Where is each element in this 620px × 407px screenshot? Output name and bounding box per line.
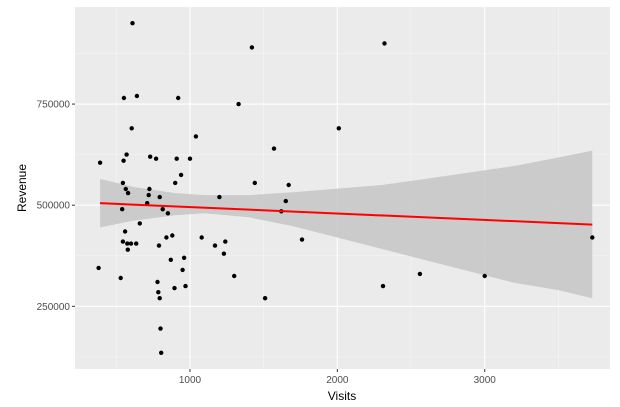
data-point xyxy=(125,247,130,252)
data-point xyxy=(129,126,134,131)
x-axis-title: Visits xyxy=(328,389,356,403)
data-point xyxy=(283,198,288,204)
data-point xyxy=(286,182,291,188)
data-point xyxy=(137,221,142,226)
data-point xyxy=(122,229,128,234)
data-point xyxy=(249,45,255,50)
data-point xyxy=(299,237,305,242)
data-point xyxy=(236,101,241,107)
data-point xyxy=(120,239,126,244)
confidence-band xyxy=(100,150,593,299)
data-point xyxy=(482,273,487,279)
data-point xyxy=(134,93,140,99)
data-point xyxy=(148,154,153,159)
data-point xyxy=(155,279,160,285)
data-point xyxy=(380,283,386,289)
x-tick-label: 3000 xyxy=(474,375,497,386)
data-point xyxy=(118,275,123,281)
data-point xyxy=(193,134,199,139)
data-point xyxy=(156,290,161,295)
data-point xyxy=(130,21,135,26)
data-point xyxy=(97,160,103,165)
x-tick-label: 1000 xyxy=(179,375,202,386)
data-point xyxy=(212,243,218,248)
data-point xyxy=(121,158,126,163)
data-point xyxy=(187,156,193,161)
data-point xyxy=(165,211,171,216)
data-point xyxy=(181,255,187,260)
y-tick-label: 750000 xyxy=(37,100,71,111)
data-point xyxy=(134,241,139,246)
data-point xyxy=(158,326,163,331)
data-point xyxy=(153,156,159,161)
trendline-layer xyxy=(100,202,593,226)
data-point xyxy=(157,296,162,301)
data-point xyxy=(123,186,128,192)
data-point xyxy=(590,235,595,240)
data-point xyxy=(96,265,101,271)
data-point xyxy=(120,180,126,186)
data-point xyxy=(417,271,423,277)
data-point xyxy=(120,207,125,212)
data-point xyxy=(160,207,165,212)
data-point xyxy=(252,180,257,186)
data-point xyxy=(124,152,129,157)
data-point xyxy=(183,283,188,289)
x-axis: 1000 2000 3000 xyxy=(179,369,496,386)
data-point xyxy=(221,251,227,256)
data-point xyxy=(199,235,204,240)
data-point xyxy=(168,257,173,262)
data-point xyxy=(174,156,179,161)
y-axis-title: Revenue xyxy=(15,164,29,212)
data-point xyxy=(147,186,152,192)
y-tick-label: 250000 xyxy=(37,302,71,313)
data-point xyxy=(336,126,341,131)
data-point xyxy=(232,273,237,279)
data-point xyxy=(172,285,177,291)
data-point xyxy=(170,233,175,238)
data-point xyxy=(121,95,127,101)
data-point xyxy=(217,194,222,200)
data-point xyxy=(176,95,181,101)
data-point xyxy=(382,41,387,46)
data-point xyxy=(178,172,184,178)
y-axis: 250000 500000 750000 xyxy=(37,100,75,313)
data-point xyxy=(157,194,162,200)
y-tick-label: 500000 xyxy=(37,201,71,212)
data-point xyxy=(262,296,268,301)
x-tick-label: 2000 xyxy=(326,375,349,386)
data-point xyxy=(164,235,169,240)
data-point xyxy=(128,241,134,246)
data-point xyxy=(125,190,131,196)
data-point xyxy=(146,192,151,198)
data-point xyxy=(180,267,185,273)
data-point xyxy=(173,180,178,186)
data-point xyxy=(156,243,162,248)
data-point xyxy=(271,146,277,151)
confidence-band-layer xyxy=(100,150,593,299)
points-layer xyxy=(96,21,595,355)
trend-line xyxy=(100,202,593,226)
data-point xyxy=(223,239,228,244)
data-point xyxy=(125,241,130,246)
data-point xyxy=(159,350,164,355)
